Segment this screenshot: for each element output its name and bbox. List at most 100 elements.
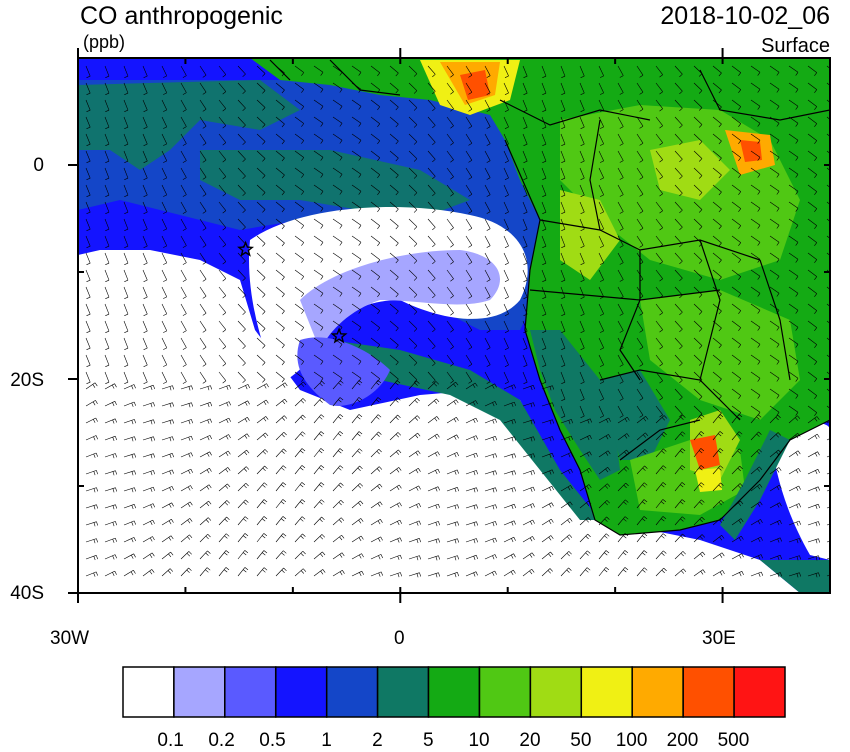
wind-barb — [693, 414, 705, 424]
wind-barb — [370, 150, 381, 162]
wind-barb — [142, 201, 148, 214]
wind-barb — [674, 354, 683, 367]
wind-barb — [807, 337, 818, 348]
wind-barb — [731, 337, 742, 348]
wind-barb — [807, 469, 820, 475]
wind-barb — [275, 167, 285, 179]
wind-barb — [446, 417, 459, 424]
wind-barb — [275, 201, 285, 213]
wind-barb — [731, 465, 743, 475]
wind-barb — [655, 320, 663, 333]
wind-barb — [180, 184, 187, 197]
wind-barb — [636, 235, 644, 248]
wind-barb — [389, 484, 402, 492]
wind-barb — [693, 269, 703, 281]
wind-barb — [484, 150, 491, 163]
wind-barb — [142, 303, 148, 316]
wind-barb — [123, 470, 136, 476]
wind-barb — [370, 354, 381, 366]
wind-barb — [199, 218, 207, 231]
wind-barb — [85, 116, 91, 129]
wind-barb — [85, 504, 98, 510]
wind-barb — [294, 465, 306, 475]
wind-barb — [750, 303, 761, 314]
wind-barb — [731, 99, 742, 110]
wind-barb — [427, 371, 436, 384]
wind-barb — [104, 521, 117, 527]
wind-barb — [85, 201, 91, 214]
wind-barb — [218, 218, 227, 231]
wind-barb — [218, 500, 230, 509]
wind-barb — [674, 116, 683, 129]
wind-barb — [218, 337, 227, 350]
wind-barb — [427, 451, 440, 458]
wind-barb — [123, 150, 129, 163]
wind-barb — [85, 354, 91, 367]
wind-barb — [541, 486, 554, 492]
wind-barb — [731, 571, 744, 577]
wind-barb — [446, 521, 459, 527]
wind-barb — [237, 82, 246, 95]
wind-barb — [427, 337, 436, 350]
wind-barb — [693, 99, 703, 111]
wind-barb — [750, 431, 762, 441]
wind-barb — [161, 133, 168, 146]
wind-barb — [408, 252, 418, 264]
wind-barb — [123, 65, 129, 78]
wind-barb — [579, 99, 585, 112]
wind-barb — [161, 518, 174, 526]
wind-barb — [294, 65, 305, 76]
wind-barb — [693, 354, 703, 366]
wind-barb — [199, 252, 207, 265]
wind-barb — [693, 65, 703, 77]
wind-barb — [123, 520, 136, 526]
wind-barb — [655, 405, 663, 418]
wind-barb — [617, 466, 630, 475]
wind-barb — [332, 517, 345, 526]
wind-barb — [560, 485, 573, 492]
wind-barb — [541, 371, 547, 384]
wind-barb — [104, 252, 110, 265]
wind-barb — [427, 218, 436, 231]
wind-barb — [351, 465, 363, 475]
wind-barb — [769, 82, 780, 93]
wind-barb — [465, 167, 473, 180]
wind-barb — [826, 286, 830, 290]
wind-barb — [788, 235, 799, 246]
wind-barb — [522, 303, 528, 316]
wind-barb — [826, 252, 830, 256]
colorbar-label: 500 — [717, 730, 750, 751]
wind-barb — [769, 502, 782, 509]
wind-barb — [294, 201, 305, 212]
wind-barb — [465, 320, 473, 333]
wind-barb — [123, 487, 136, 493]
wind-barb — [408, 538, 421, 544]
wind-barb — [313, 534, 326, 543]
wind-barb — [104, 401, 117, 407]
wind-barb — [655, 388, 663, 401]
wind-barb — [256, 133, 266, 145]
wind-barb — [123, 82, 129, 95]
wind-barb — [617, 303, 624, 316]
units-label: (ppb) — [83, 32, 126, 52]
wind-barb — [465, 252, 473, 265]
wind-barb — [826, 167, 830, 171]
wind-barb — [85, 400, 98, 407]
wind-barb — [199, 484, 212, 492]
wind-barb — [237, 116, 246, 129]
wind-barb — [503, 65, 509, 78]
map-field — [78, 58, 830, 593]
wind-barb — [237, 384, 250, 390]
wind-barb — [731, 535, 744, 543]
wind-barb — [636, 465, 648, 475]
wind-barb — [332, 116, 343, 127]
wind-barb — [313, 551, 326, 560]
wind-barb — [256, 65, 266, 77]
wind-barb — [731, 184, 742, 195]
wind-barb — [161, 235, 168, 248]
wind-barb — [465, 470, 478, 476]
wind-barb — [503, 401, 516, 407]
wind-barb — [142, 269, 148, 282]
wind-barb — [750, 536, 763, 543]
wind-barb — [389, 502, 402, 509]
